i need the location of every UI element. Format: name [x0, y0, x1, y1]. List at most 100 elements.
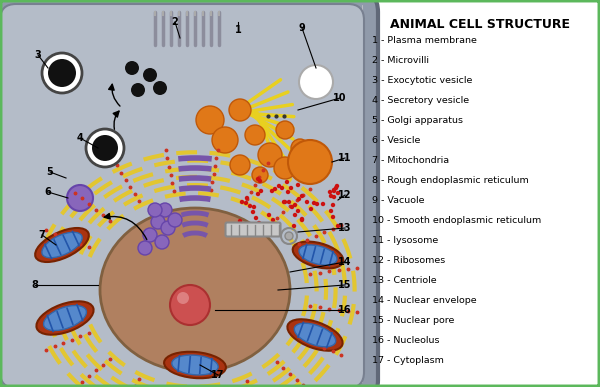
Text: 17: 17	[211, 370, 225, 380]
Circle shape	[256, 192, 260, 196]
Circle shape	[148, 203, 162, 217]
Text: 13: 13	[338, 223, 352, 233]
Circle shape	[267, 213, 271, 217]
Circle shape	[48, 59, 76, 87]
Circle shape	[329, 209, 333, 213]
FancyBboxPatch shape	[226, 223, 281, 236]
Circle shape	[238, 224, 242, 228]
Circle shape	[332, 188, 336, 192]
Text: 3 - Exocytotic vesicle: 3 - Exocytotic vesicle	[372, 76, 472, 85]
Circle shape	[153, 81, 167, 95]
Text: 10: 10	[333, 93, 347, 103]
FancyBboxPatch shape	[0, 0, 378, 387]
Circle shape	[276, 121, 294, 139]
Circle shape	[254, 216, 258, 220]
Text: 4 - Secretory vesicle: 4 - Secretory vesicle	[372, 96, 469, 105]
Text: 12 - Ribosomes: 12 - Ribosomes	[372, 256, 445, 265]
Circle shape	[240, 200, 244, 204]
Ellipse shape	[299, 245, 337, 265]
Circle shape	[230, 155, 250, 175]
Circle shape	[258, 143, 282, 167]
Text: 1: 1	[235, 25, 241, 35]
Circle shape	[299, 65, 333, 99]
Text: 15: 15	[338, 280, 352, 290]
Circle shape	[155, 235, 169, 249]
Circle shape	[280, 186, 284, 190]
Circle shape	[196, 106, 224, 134]
Circle shape	[229, 99, 251, 121]
Ellipse shape	[37, 301, 94, 335]
Text: 14: 14	[338, 257, 352, 267]
Circle shape	[300, 218, 304, 222]
Text: 4: 4	[77, 133, 83, 143]
Text: 16: 16	[338, 305, 352, 315]
Text: 11: 11	[338, 153, 352, 163]
Circle shape	[161, 221, 175, 235]
Circle shape	[238, 219, 242, 223]
Circle shape	[258, 179, 262, 183]
Circle shape	[321, 202, 325, 206]
Circle shape	[143, 228, 157, 242]
Circle shape	[257, 221, 261, 225]
Circle shape	[312, 201, 316, 205]
Circle shape	[293, 203, 297, 207]
Text: 6 - Vesicle: 6 - Vesicle	[372, 136, 421, 145]
Circle shape	[273, 222, 277, 226]
Circle shape	[277, 184, 281, 188]
Text: 9 - Vacuole: 9 - Vacuole	[372, 196, 425, 205]
Circle shape	[334, 186, 338, 190]
Ellipse shape	[294, 323, 336, 347]
Circle shape	[291, 139, 309, 157]
Ellipse shape	[172, 355, 218, 375]
Ellipse shape	[287, 319, 343, 351]
Circle shape	[92, 135, 118, 161]
Circle shape	[42, 53, 82, 93]
Text: 9: 9	[299, 23, 305, 33]
Circle shape	[283, 200, 287, 204]
Circle shape	[309, 207, 313, 211]
Text: 15 - Nuclear pore: 15 - Nuclear pore	[372, 316, 454, 325]
Ellipse shape	[35, 228, 89, 262]
Text: 8 - Rough endoplasmic reticulum: 8 - Rough endoplasmic reticulum	[372, 176, 529, 185]
Text: 16 - Nucleolus: 16 - Nucleolus	[372, 336, 439, 345]
Circle shape	[151, 215, 165, 229]
Circle shape	[251, 210, 255, 214]
Text: 14 - Nuclear envelope: 14 - Nuclear envelope	[372, 296, 476, 305]
Circle shape	[332, 189, 336, 193]
Ellipse shape	[44, 305, 86, 330]
Circle shape	[293, 213, 297, 217]
Circle shape	[177, 292, 189, 304]
Circle shape	[300, 194, 304, 198]
Circle shape	[212, 127, 238, 153]
Text: 5: 5	[47, 167, 53, 177]
Circle shape	[289, 186, 293, 190]
Text: 17 - Cytoplasm: 17 - Cytoplasm	[372, 356, 444, 365]
Circle shape	[274, 157, 296, 179]
Text: 10 - Smooth endoplasmic reticulum: 10 - Smooth endoplasmic reticulum	[372, 216, 541, 225]
Circle shape	[170, 285, 210, 325]
Circle shape	[248, 204, 252, 208]
Circle shape	[262, 223, 266, 227]
Ellipse shape	[293, 241, 343, 269]
Text: 2: 2	[172, 17, 178, 27]
Circle shape	[331, 203, 335, 207]
Text: 6: 6	[44, 187, 52, 197]
Circle shape	[244, 201, 248, 205]
Circle shape	[158, 203, 172, 217]
Circle shape	[86, 129, 124, 167]
Circle shape	[336, 224, 340, 228]
Circle shape	[300, 217, 304, 221]
Text: 2 - Microvilli: 2 - Microvilli	[372, 56, 429, 65]
Circle shape	[329, 194, 333, 198]
Circle shape	[297, 197, 301, 201]
Circle shape	[305, 200, 309, 204]
Ellipse shape	[164, 352, 226, 378]
Circle shape	[252, 167, 268, 183]
Circle shape	[271, 218, 275, 222]
Circle shape	[273, 187, 277, 191]
Text: 7: 7	[38, 230, 46, 240]
Circle shape	[336, 191, 340, 195]
Circle shape	[125, 61, 139, 75]
Circle shape	[270, 189, 274, 193]
Circle shape	[292, 224, 296, 228]
